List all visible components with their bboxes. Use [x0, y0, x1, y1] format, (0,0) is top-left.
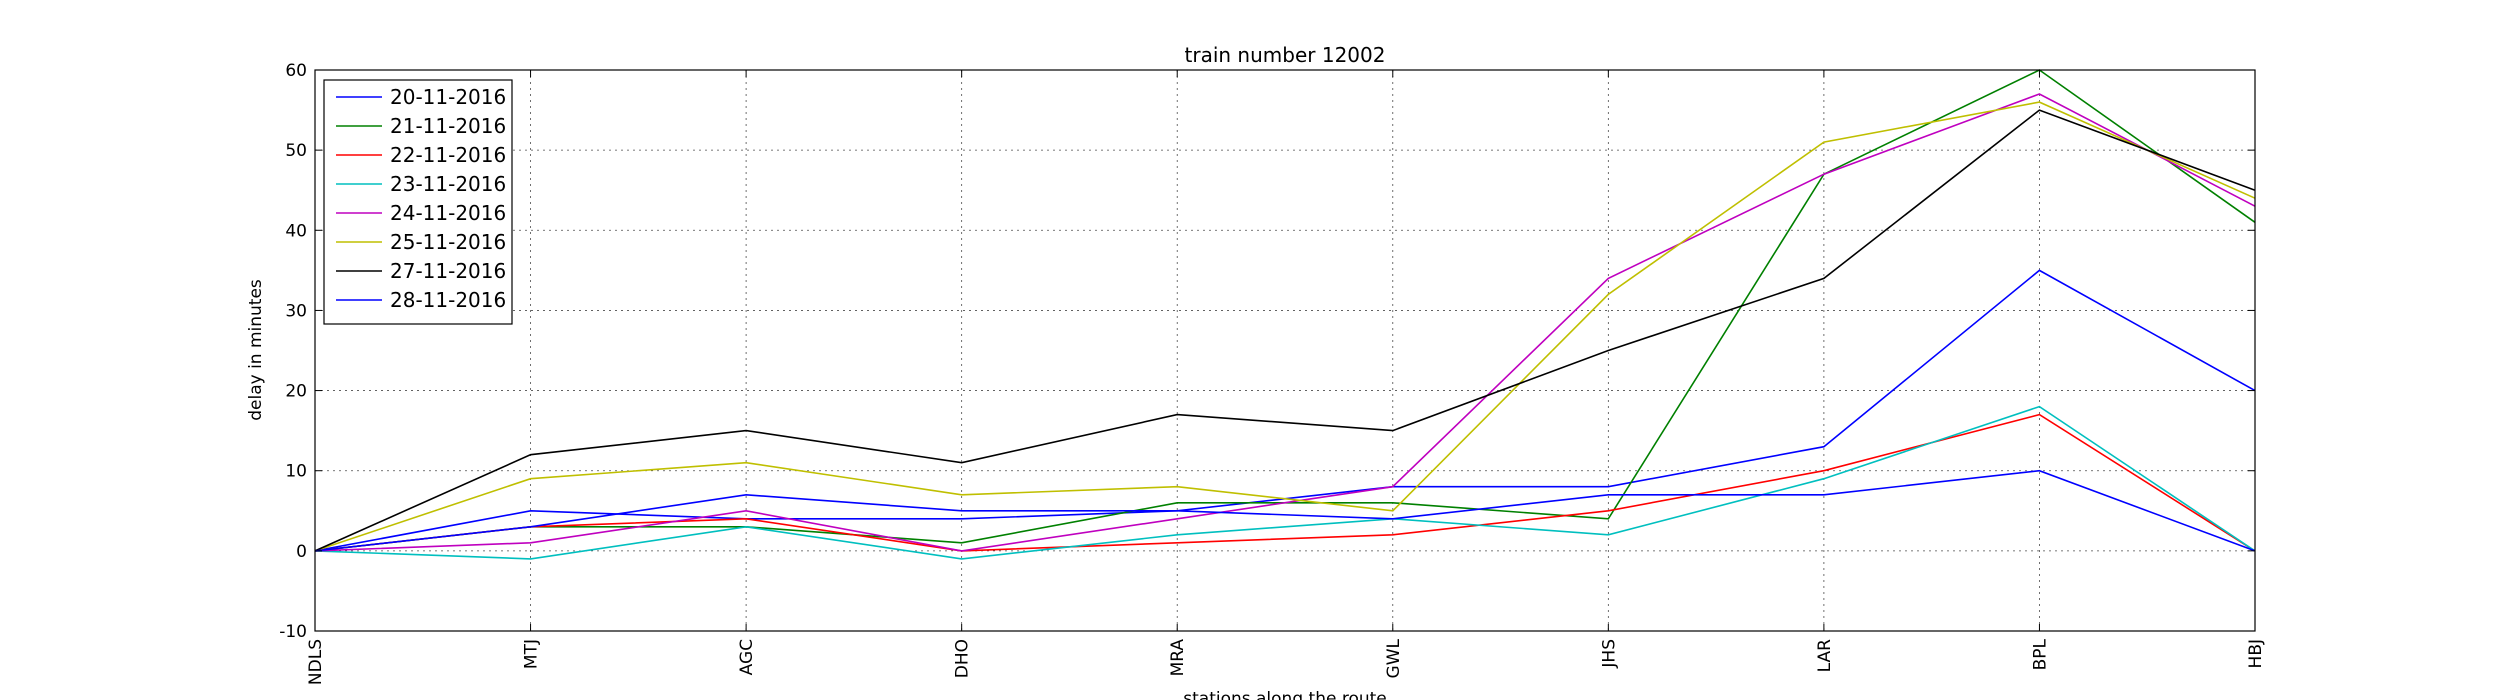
x-tick-label: HBJ — [2246, 639, 2266, 668]
legend-label: 28-11-2016 — [390, 288, 506, 312]
x-axis: NDLS MTJ AGC DHO MRA GWL JHS LAR BPL HBJ — [306, 70, 2266, 685]
legend-label: 21-11-2016 — [390, 114, 506, 138]
x-tick-label: AGC — [737, 639, 757, 675]
x-tick-label: MTJ — [522, 639, 542, 669]
y-axis-title: delay in minutes — [246, 279, 266, 421]
y-tick-label: 30 — [285, 301, 307, 321]
y-tick-label: -10 — [279, 622, 307, 642]
chart-title: train number 12002 — [1185, 43, 1386, 67]
legend: 20-11-2016 21-11-2016 22-11-2016 23-11-2016… — [323, 79, 513, 325]
y-tick-label: 60 — [285, 61, 307, 81]
y-tick-label: 50 — [285, 141, 307, 161]
x-tick-label: LAR — [1815, 639, 1835, 672]
legend-label: 25-11-2016 — [390, 230, 506, 254]
legend-label: 24-11-2016 — [390, 201, 506, 225]
y-axis: -10 0 10 20 30 40 50 60 — [279, 61, 2255, 642]
y-tick-label: 0 — [296, 542, 307, 562]
series-line — [314, 413, 2256, 552]
legend-label: 20-11-2016 — [390, 85, 506, 109]
series-line — [314, 93, 2256, 552]
y-tick-label: 40 — [285, 221, 307, 241]
legend-box — [323, 79, 513, 325]
x-axis-title: stations along the route — [1183, 689, 1387, 700]
legend-label: 22-11-2016 — [390, 143, 506, 167]
x-tick-label: MRA — [1168, 639, 1188, 677]
legend-label: 23-11-2016 — [390, 172, 506, 196]
x-tick-label: GWL — [1384, 638, 1404, 678]
legend-label: 27-11-2016 — [390, 259, 506, 283]
plot-frame — [314, 69, 2256, 632]
series-lines — [314, 69, 2256, 560]
series-line — [314, 405, 2256, 560]
series-line — [314, 269, 2256, 552]
x-tick-label: NDLS — [306, 639, 326, 685]
y-tick-label: 10 — [285, 462, 307, 482]
x-tick-label: DHO — [953, 639, 973, 678]
x-tick-label: BPL — [2030, 638, 2050, 670]
y-tick-label: 20 — [285, 382, 307, 402]
grid — [315, 70, 2255, 631]
series-line — [314, 101, 2256, 552]
series-line — [314, 469, 2256, 552]
x-tick-label: JHS — [1599, 639, 1619, 669]
series-line — [314, 109, 2256, 552]
